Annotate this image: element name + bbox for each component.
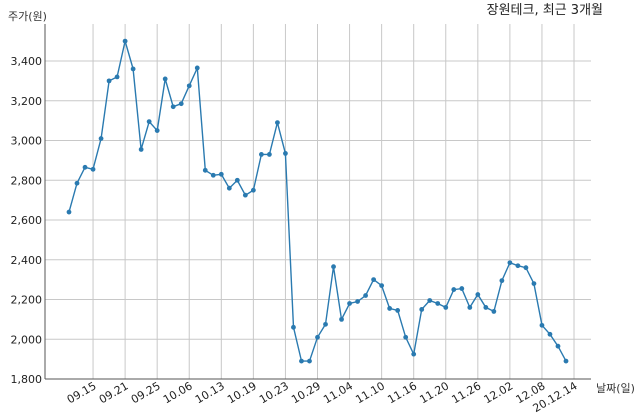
x-tick-label: 09.21: [97, 379, 131, 406]
x-tick-label: 10.06: [161, 379, 195, 406]
data-point: [146, 119, 152, 125]
data-point: [331, 264, 336, 270]
data-point: [563, 358, 569, 364]
data-point: [242, 192, 248, 198]
data-point: [547, 331, 553, 337]
y-tick-label: 2,200: [11, 294, 43, 307]
y-tick-label: 3,000: [11, 135, 43, 148]
x-tick-label: 11.10: [353, 379, 387, 406]
data-point: [523, 265, 529, 271]
data-point: [531, 281, 537, 286]
x-tick-label: 11.26: [450, 379, 484, 406]
data-point: [467, 305, 473, 310]
data-point: [250, 187, 256, 193]
data-point: [507, 260, 513, 266]
data-point: [74, 180, 80, 186]
data-point: [98, 136, 104, 141]
data-point: [339, 316, 344, 322]
data-point: [483, 305, 489, 310]
data-point: [291, 324, 296, 330]
x-tick-label: 10.29: [289, 379, 323, 406]
data-point: [82, 164, 88, 170]
data-point: [411, 351, 417, 357]
data-point: [315, 334, 320, 340]
data-point: [90, 166, 96, 172]
grid-layer: [45, 24, 591, 380]
data-point: [539, 322, 545, 328]
data-point: [387, 306, 393, 311]
series-layer: [66, 38, 569, 364]
x-axis-label: 날짜(일): [596, 381, 635, 395]
data-point: [194, 65, 200, 71]
data-point: [226, 185, 232, 191]
data-point: [491, 309, 497, 314]
data-point: [283, 151, 288, 156]
x-tick-label: 11.16: [385, 379, 419, 406]
data-point: [66, 209, 72, 215]
data-point: [515, 263, 521, 269]
data-point: [379, 283, 385, 288]
data-point: [202, 167, 208, 173]
data-point: [435, 301, 441, 306]
data-point: [427, 298, 433, 303]
x-tick-label: 11.04: [321, 379, 355, 406]
data-point: [395, 308, 401, 313]
data-point: [130, 66, 136, 72]
y-tick-label: 2,800: [11, 174, 43, 187]
data-point: [323, 321, 328, 327]
y-tick-label: 3,400: [11, 55, 43, 68]
data-point: [210, 172, 216, 178]
data-point: [138, 147, 144, 152]
data-point: [499, 278, 505, 284]
y-tick-label: 2,600: [11, 214, 43, 227]
x-tick-label: 09.15: [65, 379, 99, 406]
data-point: [114, 74, 120, 80]
y-tick-label: 3,200: [11, 95, 43, 108]
data-point: [419, 307, 425, 312]
data-point: [234, 177, 240, 183]
x-tick-label: 12.02: [482, 379, 516, 406]
data-point: [355, 299, 360, 304]
data-point: [363, 293, 368, 298]
data-point: [275, 120, 280, 126]
data-point: [451, 287, 457, 292]
chart-title: 장원테크, 최근 3개월: [487, 3, 603, 18]
data-point: [371, 277, 377, 283]
data-point: [162, 76, 168, 82]
x-tick-label: 10.19: [225, 379, 259, 406]
data-point: [299, 358, 304, 364]
y-tick-label: 2,000: [11, 333, 43, 346]
y-tick-label: 1,800: [11, 373, 43, 386]
data-point: [475, 292, 481, 297]
data-point: [459, 286, 465, 291]
data-point: [347, 301, 352, 306]
data-point: [122, 38, 128, 44]
data-point: [218, 171, 224, 177]
data-point: [555, 343, 561, 349]
data-point: [154, 128, 160, 133]
data-point: [258, 152, 264, 157]
data-point: [106, 78, 112, 84]
x-tick-label: 10.23: [257, 379, 291, 406]
data-point: [178, 101, 184, 107]
data-point: [403, 334, 409, 340]
x-tick-label: 09.25: [129, 379, 163, 406]
y-axis-label: 주가(원): [8, 10, 47, 23]
data-point: [267, 152, 272, 157]
data-point: [443, 305, 449, 310]
x-tick-label: 11.20: [417, 379, 451, 406]
x-tick-label: 10.13: [193, 379, 227, 406]
data-point: [307, 358, 312, 364]
data-point: [170, 104, 176, 110]
y-tick-label: 2,400: [11, 254, 43, 267]
data-point: [186, 83, 192, 89]
